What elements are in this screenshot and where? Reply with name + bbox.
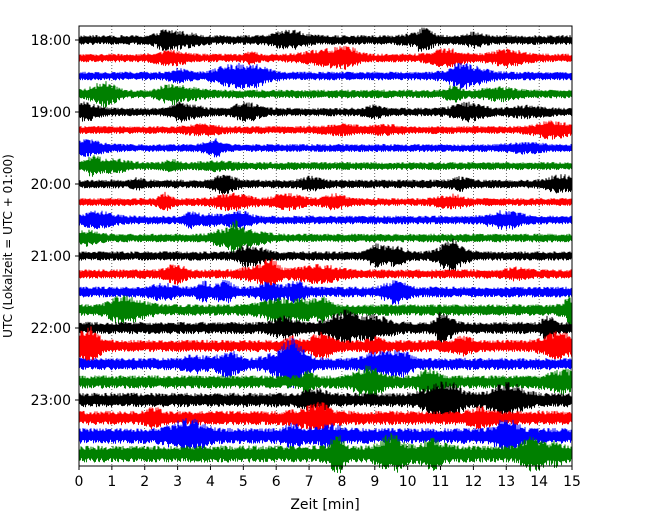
seismo-trace [78, 432, 573, 474]
y-tick-label: 21:00 [31, 249, 71, 265]
seismo-trace [78, 365, 573, 399]
seismo-trace [78, 45, 573, 70]
seismo-trace [78, 337, 573, 389]
x-tick-label: 11 [432, 474, 450, 490]
seismo-trace [78, 154, 573, 177]
x-tick-label: 6 [272, 474, 281, 490]
seismo-trace [78, 238, 573, 273]
y-axis: 18:00 19:00 20:00 21:00 22:00 23:00 [31, 33, 79, 409]
seismo-trace [78, 120, 573, 140]
x-tick-label: 3 [173, 474, 182, 490]
seismo-trace [78, 219, 573, 254]
x-tick-label: 1 [107, 474, 116, 490]
seismo-trace [78, 27, 573, 52]
x-tick-label: 14 [530, 474, 548, 490]
x-axis-title: Zeit [min] [290, 497, 359, 513]
x-tick-label: 13 [497, 474, 515, 490]
seismo-trace [78, 295, 573, 326]
seismo-trace [78, 309, 573, 346]
seismo-trace [78, 258, 573, 291]
seismo-trace [78, 101, 573, 123]
y-tick-label: 18:00 [31, 33, 71, 49]
x-tick-label: 10 [399, 474, 417, 490]
y-tick-label: 20:00 [31, 177, 71, 193]
x-tick-label: 0 [75, 474, 84, 490]
x-tick-label: 4 [206, 474, 215, 490]
seismo-trace [78, 81, 573, 108]
seismo-trace [78, 326, 573, 369]
x-tick-label: 2 [140, 474, 149, 490]
y-tick-label: 19:00 [31, 105, 71, 121]
x-tick-label: 15 [563, 474, 581, 490]
seismo-trace [78, 210, 573, 231]
x-axis: 0 1 2 3 4 5 6 7 8 9 10 11 12 13 14 15 [75, 466, 581, 490]
x-tick-label: 9 [370, 474, 379, 490]
y-tick-label: 23:00 [31, 393, 71, 409]
x-tick-label: 7 [305, 474, 314, 490]
seismo-trace [78, 174, 573, 195]
seismo-trace [78, 138, 573, 158]
seismo-trace [78, 62, 573, 91]
x-tick-label: 5 [239, 474, 248, 490]
x-tick-label: 12 [464, 474, 482, 490]
y-tick-label: 22:00 [31, 321, 71, 337]
x-tick-label: 8 [337, 474, 346, 490]
seismo-trace [78, 279, 573, 305]
y-axis-title: UTC (Lokalzeit = UTC + 01:00) [1, 154, 15, 338]
plot-frame [78, 25, 573, 467]
trace-layer [78, 27, 573, 474]
seismo-trace [78, 191, 573, 212]
